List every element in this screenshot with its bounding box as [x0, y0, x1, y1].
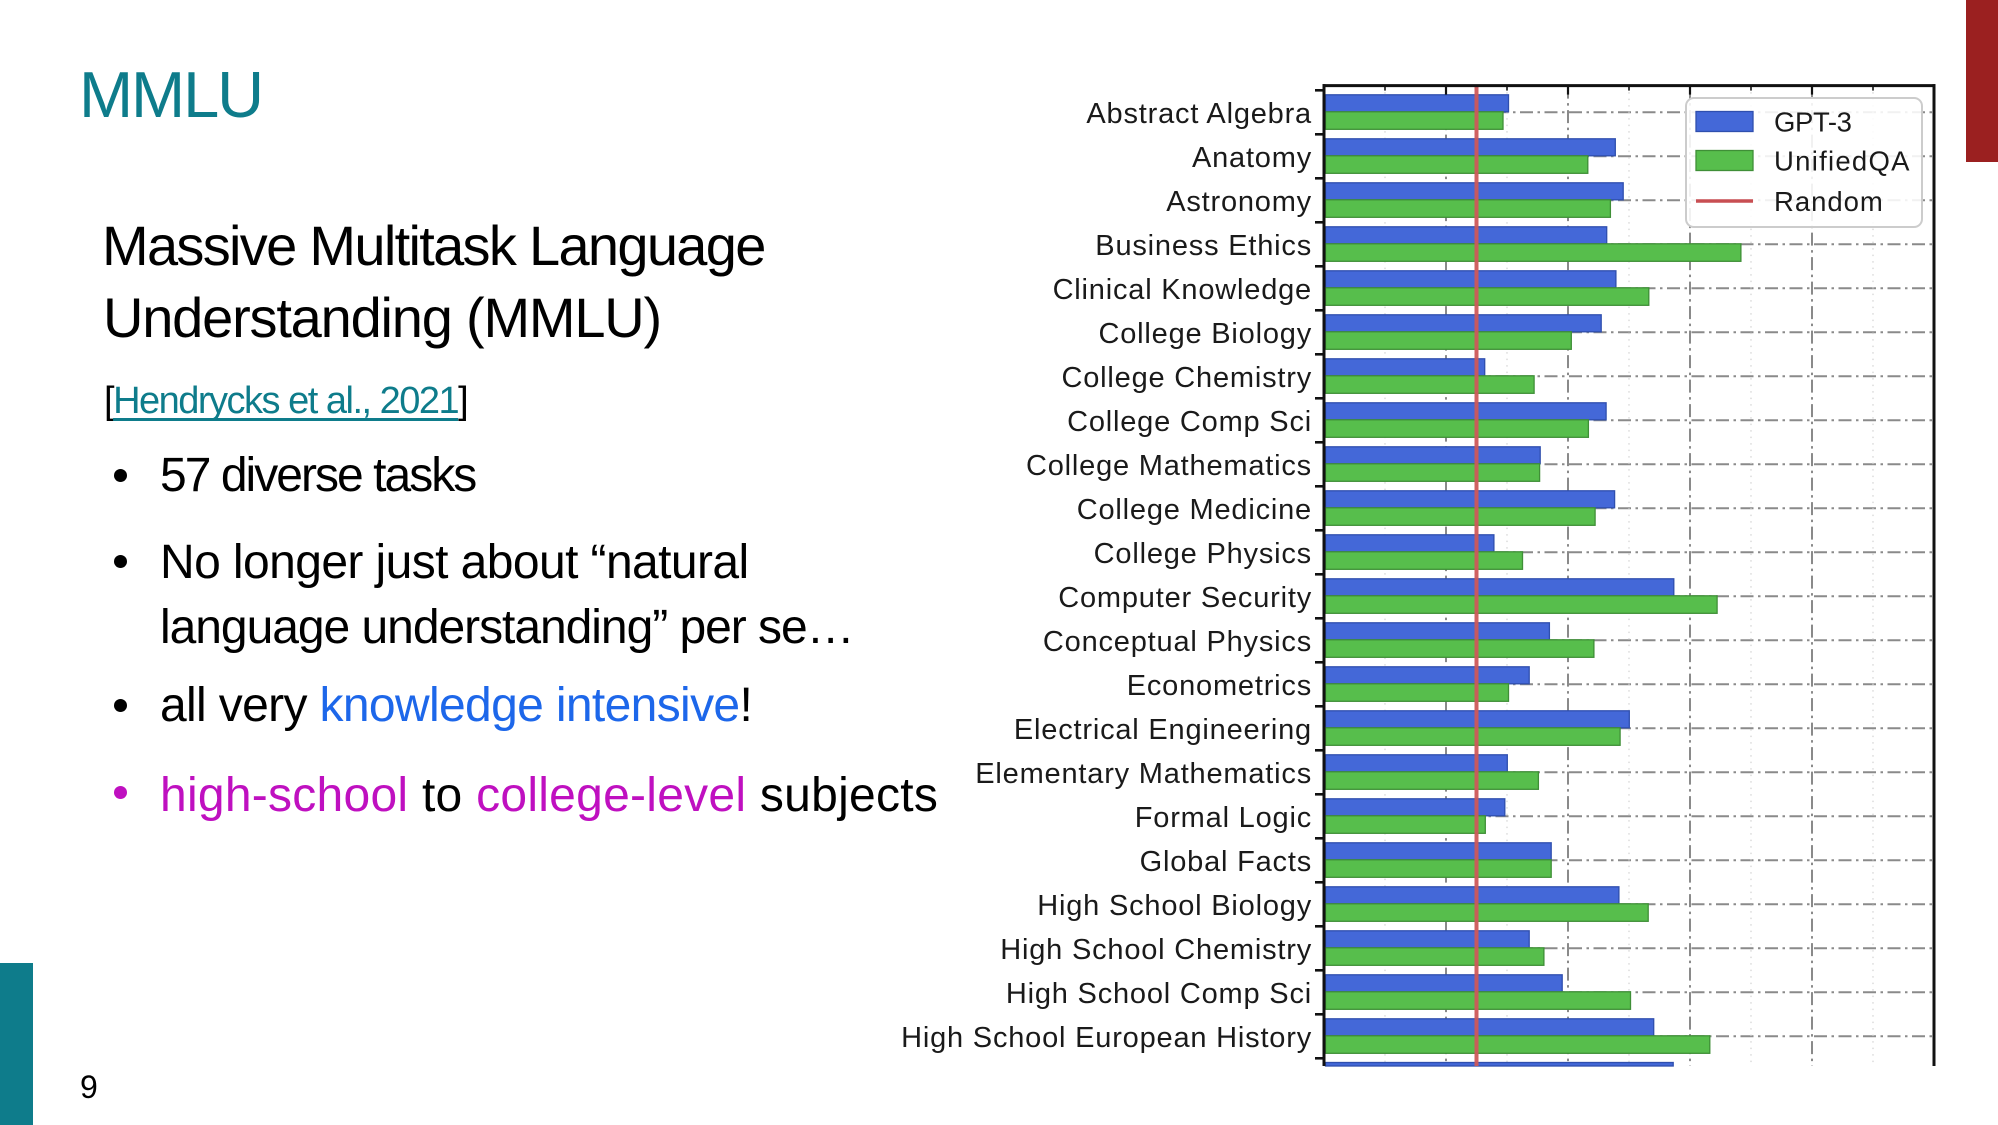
svg-text:High School European History: High School European History: [901, 1022, 1312, 1054]
svg-text:Abstract Algebra: Abstract Algebra: [1086, 98, 1312, 130]
svg-text:College Mathematics: College Mathematics: [1026, 450, 1312, 482]
svg-text:Business Ethics: Business Ethics: [1095, 230, 1312, 262]
svg-text:College Biology: College Biology: [1098, 318, 1312, 350]
svg-text:Random: Random: [1774, 186, 1884, 217]
svg-text:College Chemistry: College Chemistry: [1061, 362, 1312, 394]
svg-text:College Physics: College Physics: [1094, 538, 1312, 570]
svg-text:Econometrics: Econometrics: [1127, 670, 1312, 702]
svg-text:College Medicine: College Medicine: [1077, 494, 1312, 526]
svg-text:Computer Security: Computer Security: [1058, 582, 1312, 614]
svg-text:Elementary Mathematics: Elementary Mathematics: [975, 758, 1312, 790]
svg-text:UnifiedQA: UnifiedQA: [1774, 145, 1911, 176]
svg-text:GPT-3: GPT-3: [1774, 106, 1852, 137]
svg-text:College Comp Sci: College Comp Sci: [1067, 406, 1312, 438]
svg-text:High School Comp Sci: High School Comp Sci: [1006, 978, 1312, 1010]
svg-text:Astronomy: Astronomy: [1166, 186, 1312, 218]
svg-text:Formal Logic: Formal Logic: [1135, 802, 1312, 834]
svg-text:High School Biology: High School Biology: [1037, 890, 1312, 922]
svg-text:Electrical Engineering: Electrical Engineering: [1014, 714, 1312, 746]
svg-text:Global Facts: Global Facts: [1140, 846, 1312, 878]
svg-text:Conceptual Physics: Conceptual Physics: [1043, 626, 1312, 658]
svg-text:High School Chemistry: High School Chemistry: [1000, 934, 1312, 966]
svg-text:Clinical Knowledge: Clinical Knowledge: [1053, 274, 1312, 306]
svg-text:Anatomy: Anatomy: [1192, 142, 1312, 174]
